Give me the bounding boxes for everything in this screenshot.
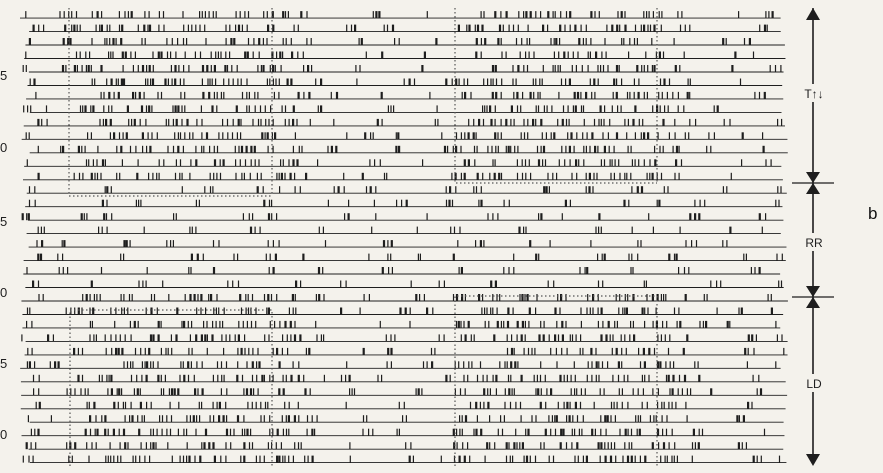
stimulus-window-outline (454, 295, 658, 466)
label-backdrop (799, 374, 829, 392)
raster-row (26, 186, 787, 194)
phase-brackets: T↑↓ RR LD (792, 8, 834, 466)
stimulus-window-outline (69, 309, 273, 466)
raster-row (23, 172, 783, 181)
raster-row (20, 361, 781, 369)
tick-label: 0 (0, 285, 7, 300)
tick-label: 5 (0, 356, 7, 371)
phase-label-t: T↑↓ (804, 87, 823, 101)
raster-row (21, 213, 784, 221)
raster-row (24, 51, 786, 59)
raster-row (22, 455, 787, 464)
raster-row (23, 267, 781, 275)
label-backdrop (799, 84, 829, 102)
raster-row (29, 24, 781, 33)
raster-row (21, 388, 788, 396)
raster-row (27, 415, 784, 423)
raster-row (27, 78, 783, 86)
panel-label: b (868, 204, 877, 223)
arrowhead-up-icon (806, 183, 820, 194)
raster-row (23, 253, 786, 262)
label-backdrop (799, 233, 829, 251)
tick-label: 0 (0, 140, 7, 155)
raster-row (20, 11, 781, 19)
tick-label: 5 (0, 214, 7, 229)
stimulus-window-outline (68, 8, 273, 197)
arrowhead-up-icon (806, 8, 820, 20)
raster-row (22, 307, 784, 315)
raster-row (25, 442, 784, 450)
phase-label-rr: RR (805, 236, 823, 250)
raster-row (25, 280, 784, 288)
arrowhead-up-icon (806, 297, 820, 308)
tick-label: 5 (0, 68, 7, 83)
raster-row (20, 374, 786, 383)
raster-row (23, 105, 782, 113)
arrowhead-down-icon (806, 286, 820, 297)
stimulus-window-outlines (68, 8, 658, 466)
raster-row (22, 65, 784, 73)
raster-row (21, 294, 788, 302)
raster-row (26, 91, 784, 100)
raster-row (24, 347, 788, 356)
arrowhead-down-icon (806, 172, 820, 183)
raster-row (21, 428, 785, 437)
raster-row (21, 334, 788, 342)
raster-row (25, 199, 783, 208)
raster-row (25, 38, 785, 46)
raster-row (23, 118, 785, 127)
raster-row (22, 320, 781, 329)
raster-row (26, 226, 781, 235)
raster-rows (20, 11, 788, 464)
arrowhead-down-icon (806, 454, 820, 466)
raster-row (28, 240, 787, 248)
raster-row (29, 145, 788, 154)
phase-label-ld: LD (806, 377, 822, 391)
axis-tick-labels: 5 0 5 0 5 0 (0, 68, 7, 442)
stimulus-window-outline (454, 8, 658, 184)
raster-row (24, 159, 782, 167)
tick-label: 0 (0, 427, 7, 442)
raster-row (21, 132, 788, 140)
raster-row (20, 401, 786, 410)
